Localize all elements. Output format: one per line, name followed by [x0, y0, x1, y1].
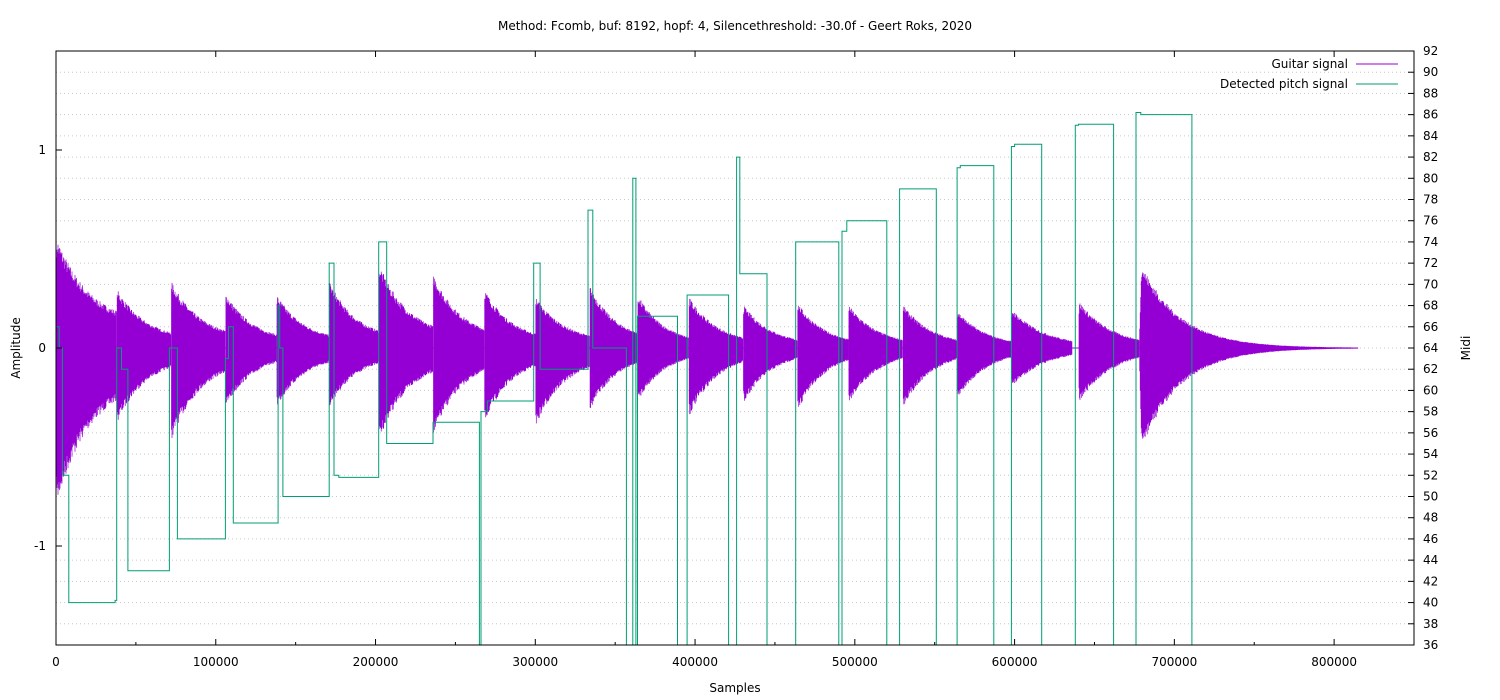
- y2-tick-label: 92: [1423, 44, 1438, 58]
- y2-tick-label: 90: [1423, 65, 1438, 79]
- y2-tick-label: 36: [1423, 638, 1438, 652]
- y2-tick-label: 46: [1423, 532, 1438, 546]
- guitar-note-8: [433, 276, 485, 433]
- y2-tick-label: 66: [1423, 320, 1438, 334]
- y-axis-right: 36 38 40 42 44 46 48 50 52 54 56 58 60 62 64 66 68 70 72 74…: [1408, 44, 1438, 652]
- y2-tick-label: 78: [1423, 193, 1438, 207]
- guitar-note-18: [957, 314, 1012, 395]
- x-tick-label: 500000: [832, 655, 878, 669]
- guitar-note-14: [743, 306, 798, 401]
- y2-tick-label: 50: [1423, 490, 1438, 504]
- y2-tick-label: 52: [1423, 468, 1438, 482]
- guitar-note-1: [56, 244, 117, 495]
- guitar-note-10: [535, 299, 590, 424]
- y2-tick-label: 86: [1423, 108, 1438, 122]
- y-axis-label: Amplitude: [9, 317, 23, 379]
- guitar-note-9: [484, 293, 536, 418]
- y-axis-left: -1 0 1: [34, 143, 62, 553]
- guitar-signal-series: [56, 244, 1359, 495]
- guitar-note-13: [688, 298, 744, 415]
- legend-guitar-label: Guitar signal: [1271, 57, 1348, 71]
- y2-tick-label: 44: [1423, 553, 1438, 567]
- x-tick-label: 300000: [512, 655, 558, 669]
- y-tick-label: 0: [38, 341, 46, 355]
- guitar-note-3: [171, 282, 226, 438]
- legend-pitch-label: Detected pitch signal: [1220, 77, 1348, 91]
- y2-tick-label: 74: [1423, 235, 1438, 249]
- x-tick-label: 100000: [193, 655, 239, 669]
- guitar-note-2: [116, 291, 172, 420]
- y2-axis-label: Midi: [1459, 336, 1473, 361]
- y2-tick-label: 54: [1423, 447, 1438, 461]
- guitar-note-7: [378, 271, 434, 432]
- pitch-line: [55, 112, 1193, 646]
- y2-tick-label: 76: [1423, 214, 1438, 228]
- x-tick-label: 0: [52, 655, 60, 669]
- y2-tick-label: 38: [1423, 617, 1438, 631]
- y2-tick-label: 60: [1423, 383, 1438, 397]
- y2-tick-label: 72: [1423, 256, 1438, 270]
- y2-tick-label: 42: [1423, 574, 1438, 588]
- y2-tick-label: 84: [1423, 129, 1438, 143]
- guitar-note-21: [1139, 272, 1359, 439]
- x-axis: 0 100000 200000 300000 400000 500000 600000 700…: [52, 51, 1357, 669]
- y2-tick-label: 48: [1423, 511, 1438, 525]
- pitch-signal-series: [55, 112, 1193, 646]
- legend: Guitar signal Detected pitch signal: [1220, 57, 1398, 91]
- y2-tick-label: 80: [1423, 171, 1438, 185]
- x-tick-label: 700000: [1151, 655, 1197, 669]
- guitar-note-6: [329, 283, 380, 406]
- y-tick-label: 1: [38, 143, 46, 157]
- y2-tick-label: 40: [1423, 596, 1438, 610]
- y2-tick-label: 58: [1423, 405, 1438, 419]
- y2-tick-label: 64: [1423, 341, 1438, 355]
- x-axis-label: Samples: [709, 681, 760, 695]
- guitar-note-17: [902, 306, 958, 405]
- chart-title: Method: Fcomb, buf: 8192, hopf: 4, Silen…: [498, 19, 972, 33]
- y2-tick-label: 88: [1423, 86, 1438, 100]
- y2-tick-label: 68: [1423, 299, 1438, 313]
- x-tick-label: 400000: [672, 655, 718, 669]
- y2-tick-label: 56: [1423, 426, 1438, 440]
- y2-tick-label: 82: [1423, 150, 1438, 164]
- guitar-note-20: [1078, 303, 1140, 400]
- guitar-note-15: [797, 305, 849, 407]
- x-tick-label: 800000: [1311, 655, 1357, 669]
- y2-tick-label: 70: [1423, 277, 1438, 291]
- x-tick-label: 600000: [992, 655, 1038, 669]
- y2-tick-label: 62: [1423, 362, 1438, 376]
- y-tick-label: -1: [34, 539, 46, 553]
- guitar-note-16: [848, 306, 903, 401]
- x-tick-label: 200000: [353, 655, 399, 669]
- guitar-note-5: [276, 297, 330, 405]
